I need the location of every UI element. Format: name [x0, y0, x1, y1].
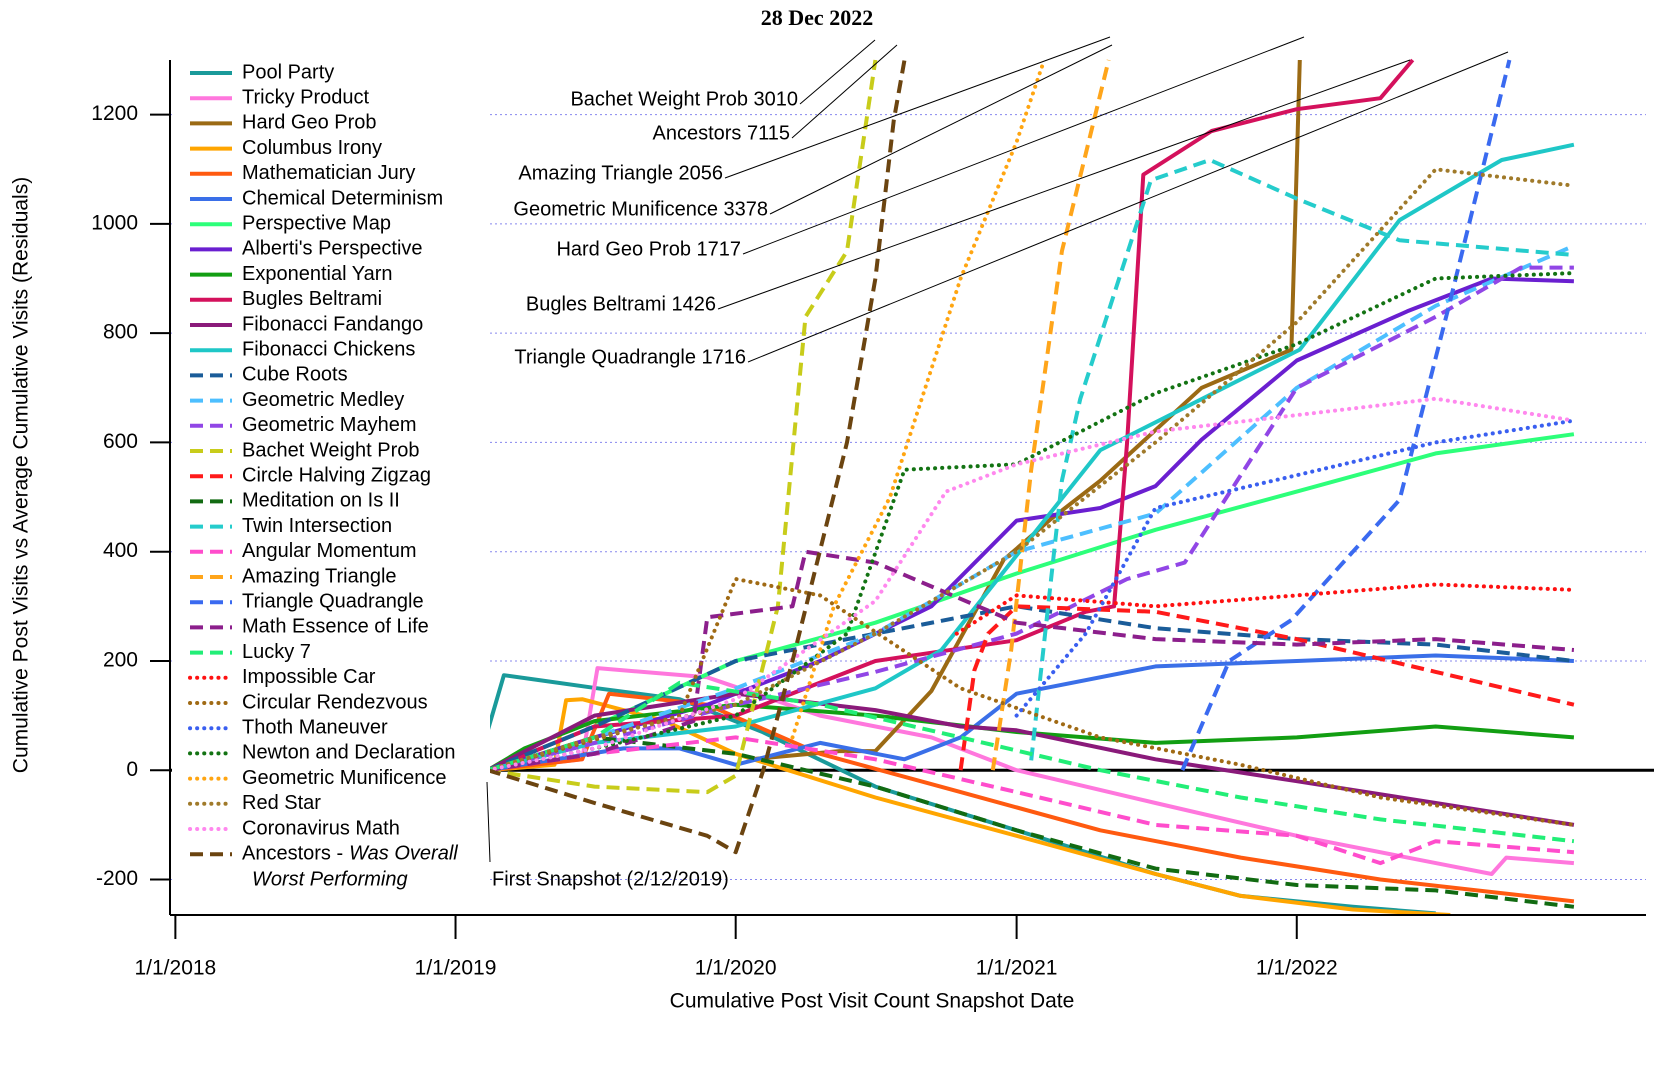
legend-note: Worst Performing [252, 869, 408, 891]
series-line [487, 59, 878, 795]
annotation: First Snapshot (2/12/2019) [492, 868, 729, 890]
annotation-leader [724, 36, 1111, 179]
series-line [487, 680, 1575, 844]
series-line [487, 604, 1575, 773]
x-tick-label: 1/1/2020 [695, 957, 777, 980]
legend-label: Ancestors - [242, 842, 343, 864]
series-line [485, 167, 1576, 773]
y-tick-label: 800 [103, 321, 138, 344]
series-line [487, 243, 1575, 773]
annotation-leader [742, 36, 1305, 255]
x-tick-label: 1/1/2021 [976, 957, 1058, 980]
x-axis-label: Cumulative Post Visit Count Snapshot Dat… [670, 990, 1075, 1013]
annotation-leader [747, 51, 1509, 363]
legend-label: Geometric Munificence [242, 767, 447, 789]
y-tick-label: 400 [103, 539, 138, 562]
series-line [485, 396, 1576, 773]
chart-title: 28 Dec 2022 [761, 5, 873, 30]
series-line [487, 549, 1575, 773]
y-tick-label: 1000 [91, 211, 138, 234]
legend-label: Thoth Maneuver [242, 716, 388, 738]
series-line [958, 604, 1575, 771]
series-line [1029, 158, 1575, 761]
legend-label: Circular Rendezvous [242, 691, 428, 713]
annotations: Bachet Weight Prob 3010 Ancestors 7115 Ama… [486, 36, 1509, 890]
y-tick-label: 200 [103, 649, 138, 672]
legend-label: Circle Halving Zigzag [242, 464, 431, 486]
legend-label: Triangle Quadrangle [242, 590, 424, 612]
x-tick-label: 1/1/2019 [415, 957, 497, 980]
legend-label: Fibonacci Chickens [242, 338, 415, 360]
series-line [1014, 418, 1576, 718]
series-line [990, 59, 1111, 771]
y-tick-label: 1200 [91, 102, 138, 125]
legend-label: Coronavirus Math [242, 817, 400, 839]
legend-label: Meditation on Is II [242, 490, 400, 512]
axes: -200 0 200 400 600 800 1000 1200 1/1/2018 1/1/201… [91, 60, 1646, 980]
legend-label: Impossible Car [242, 666, 376, 688]
series-line [486, 691, 1575, 827]
legend-label: Newton and Declaration [242, 742, 455, 764]
legend-label: Pool Party [242, 61, 334, 83]
legend-label: Bachet Weight Prob [242, 439, 420, 461]
series-line [790, 58, 1047, 740]
legend-label: Cube Roots [242, 364, 348, 386]
y-tick-label: 0 [126, 758, 138, 781]
series-line [487, 276, 1574, 773]
legend-label: Chemical Determinism [242, 187, 443, 209]
y-axis-label: Cumulative Post Visits vs Average Cumula… [10, 177, 33, 773]
annotation-leader [799, 39, 876, 105]
series-line [487, 653, 1574, 773]
legend-label: Geometric Medley [242, 389, 404, 411]
legend-label: Columbus Irony [242, 137, 382, 159]
annotation: Ancestors 7115 [653, 122, 791, 144]
annotation: Bugles Beltrami 1426 [526, 293, 716, 315]
series-line [485, 577, 1576, 827]
annotation: Geometric Munificence 3378 [513, 198, 768, 220]
legend-label: Amazing Triangle [242, 565, 397, 587]
legend-label: Red Star [242, 792, 321, 814]
series-line [487, 735, 1575, 909]
y-tick-label: 600 [103, 430, 138, 453]
annotation-leader [717, 59, 1411, 310]
legend-label: Perspective Map [242, 212, 391, 234]
y-tick-label: -200 [96, 867, 138, 890]
annotation-leader [486, 781, 491, 863]
series-line [487, 697, 1451, 916]
legend-label: Exponential Yarn [242, 263, 392, 285]
legend-label: Lucky 7 [242, 641, 311, 663]
series-line [1180, 59, 1512, 771]
annotation-leader [791, 44, 898, 139]
annotation: Hard Geo Prob 1717 [556, 238, 741, 260]
legend-note: Was Overall [349, 842, 458, 864]
legend-label: Fibonacci Fandango [242, 313, 423, 335]
legend-label: Tricky Product [242, 86, 370, 108]
annotation: Bachet Weight Prob 3010 [570, 88, 798, 110]
legend-label: Bugles Beltrami [242, 288, 382, 310]
legend-label: Alberti's Perspective [242, 238, 423, 260]
annotation: Triangle Quadrangle 1716 [514, 346, 746, 368]
plot-lines [170, 58, 1654, 916]
x-tick-label: 1/1/2018 [134, 957, 216, 980]
series-line [487, 735, 1575, 866]
legend: Pool Party Tricky Product Hard Geo Prob Col… [172, 60, 490, 895]
legend-label: Twin Intersection [242, 515, 392, 537]
legend-label: Geometric Mayhem [242, 414, 417, 436]
legend-label: Hard Geo Prob [242, 112, 377, 134]
legend-label: Mathematician Jury [242, 162, 415, 184]
legend-label: Angular Momentum [242, 540, 417, 562]
annotation-leader [769, 44, 1113, 215]
legend-label: Math Essence of Life [242, 616, 429, 638]
annotation: Amazing Triangle 2056 [518, 162, 723, 184]
series-line [487, 666, 1575, 876]
x-tick-label: 1/1/2022 [1256, 957, 1338, 980]
